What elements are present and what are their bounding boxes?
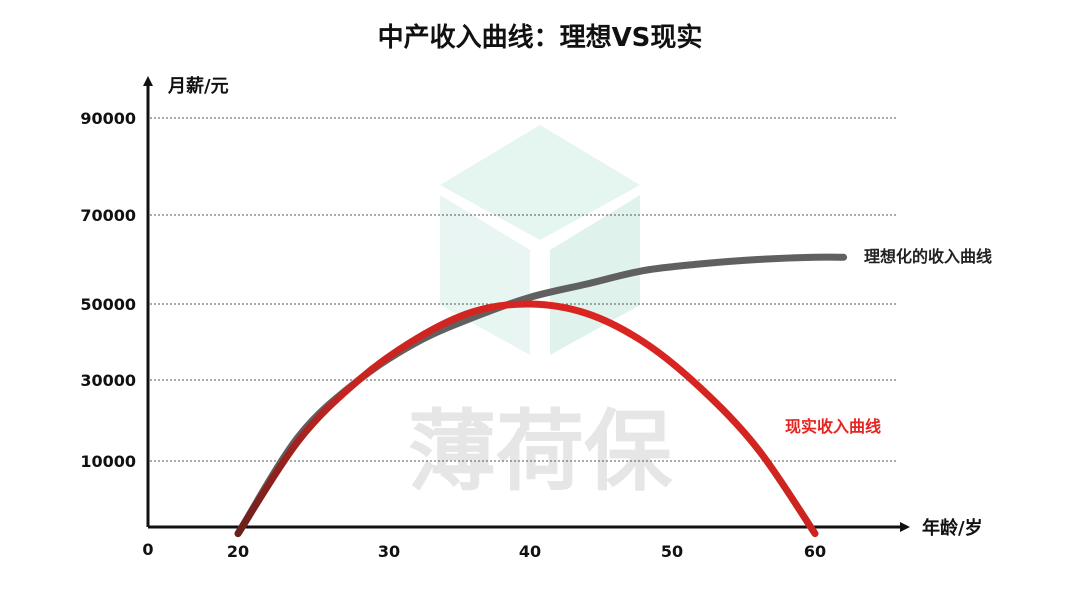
x-tick-label-20: 20 [227, 542, 249, 561]
y-tick-label-10000: 10000 [80, 452, 136, 471]
watermark-text: 薄荷保 [408, 400, 673, 503]
chart-title: 中产收入曲线：理想VS现实 [378, 22, 703, 53]
x-tick-label-60: 60 [804, 542, 826, 561]
x-axis-ticks: 20 30 40 50 60 [227, 542, 826, 561]
y-axis-label: 月薪/元 [167, 75, 229, 97]
y-tick-label-30000: 30000 [80, 371, 136, 390]
y-axis-ticks: 10000 30000 50000 70000 90000 [80, 109, 136, 471]
series-label-real: 现实收入曲线 [785, 417, 881, 436]
series-line-real [234, 300, 819, 538]
y-tick-label-50000: 50000 [80, 295, 136, 314]
x-tick-label-40: 40 [519, 542, 541, 561]
series-lines [234, 253, 848, 538]
y-tick-label-70000: 70000 [80, 206, 136, 225]
x-axis-label: 年龄/岁 [922, 517, 983, 539]
watermark-logo-right [550, 195, 640, 355]
watermark: 薄荷保 [408, 125, 673, 503]
x-tick-label-30: 30 [378, 542, 400, 561]
origin-label: 0 [142, 540, 153, 559]
watermark-logo-top [440, 125, 640, 240]
x-tick-label-50: 50 [661, 542, 683, 561]
series-label-ideal: 理想化的收入曲线 [864, 247, 992, 266]
y-tick-label-90000: 90000 [80, 109, 136, 128]
